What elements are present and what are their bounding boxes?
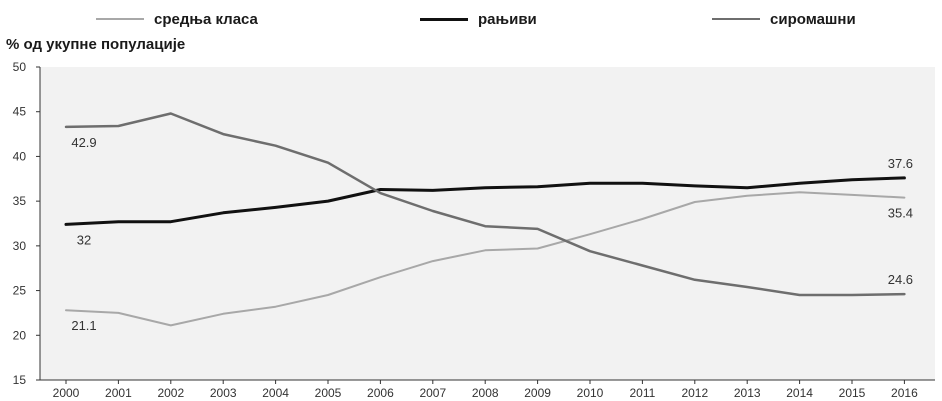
plot-area	[40, 67, 935, 380]
legend-swatch-vulnerable	[420, 17, 468, 21]
y-tick-label: 30	[13, 239, 27, 253]
x-tick-label: 2000	[53, 386, 80, 400]
x-tick-label: 2003	[210, 386, 237, 400]
y-tick-label: 20	[13, 328, 27, 342]
y-tick-label: 50	[13, 60, 27, 74]
data-label: 35.4	[888, 206, 913, 221]
x-tick-label: 2012	[681, 386, 708, 400]
y-tick-label: 40	[13, 149, 27, 163]
data-label: 24.6	[888, 272, 913, 287]
x-tick-label: 2014	[786, 386, 813, 400]
x-tick-label: 2006	[367, 386, 394, 400]
legend-label-middle-class: средња класа	[154, 10, 258, 28]
y-tick-label: 25	[13, 284, 27, 298]
x-tick-label: 2009	[524, 386, 551, 400]
legend-item-poor: сиромашни	[712, 6, 856, 32]
x-tick-label: 2008	[472, 386, 499, 400]
data-label: 21.1	[71, 318, 96, 333]
series-line-middle-class	[65, 191, 906, 327]
x-tick-label: 2010	[577, 386, 604, 400]
x-tick-label: 2011	[629, 386, 655, 400]
legend-item-middle-class: средња класа	[96, 6, 258, 32]
legend-label-poor: сиромашни	[770, 10, 856, 28]
data-label: 37.6	[888, 156, 913, 171]
legend-label-vulnerable: рањиви	[478, 10, 537, 28]
chart-legend: средња класа рањиви сиромашни	[0, 6, 942, 32]
y-axis-label: % од укупне популације	[6, 36, 186, 53]
x-tick-label: 2005	[315, 386, 342, 400]
y-tick-label: 45	[13, 105, 27, 119]
x-tick-label: 2001	[105, 386, 132, 400]
series-line-vulnerable	[64, 176, 906, 226]
x-tick-label: 2013	[734, 386, 761, 400]
legend-swatch-poor	[712, 18, 760, 20]
legend-item-vulnerable: рањиви	[420, 6, 537, 32]
y-tick-label: 35	[13, 194, 27, 208]
legend-swatch-middle-class	[96, 18, 144, 20]
x-tick-label: 2007	[419, 386, 446, 400]
x-tick-label: 2016	[891, 386, 918, 400]
y-tick-label: 15	[13, 373, 27, 387]
series-line-poor	[64, 112, 906, 297]
x-tick-label: 2004	[262, 386, 289, 400]
x-tick-label: 2002	[157, 386, 184, 400]
data-label: 42.9	[71, 135, 96, 150]
x-tick-label: 2015	[839, 386, 866, 400]
data-label: 32	[77, 232, 91, 247]
